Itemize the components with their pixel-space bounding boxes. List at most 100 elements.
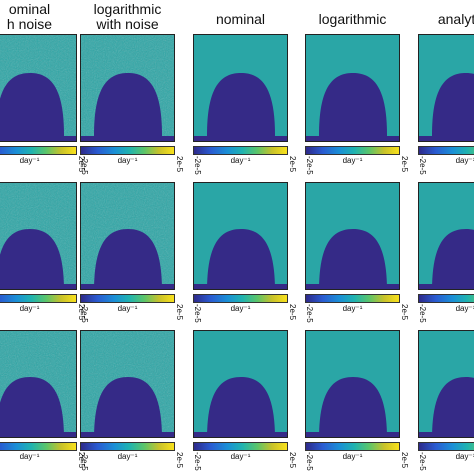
field-plot: [306, 331, 399, 437]
field-plot: [306, 183, 399, 289]
field-plot: [81, 35, 174, 141]
colorbar: [418, 146, 474, 155]
body-base: [81, 136, 174, 141]
body-base: [419, 284, 474, 289]
colorbar-high-label: 2e-5: [400, 452, 409, 469]
body-base: [0, 136, 76, 141]
field-plot: [0, 183, 76, 289]
field-plot: [419, 331, 474, 437]
colorbar: [418, 442, 474, 451]
field-panel: [305, 34, 400, 142]
field-plot: [0, 35, 76, 141]
field-panel: [305, 182, 400, 290]
body-shape: [207, 73, 275, 141]
body-base: [194, 136, 287, 141]
colorbar-high-label: 2e-5: [400, 156, 409, 173]
colorbar-unit-label: day⁻¹: [230, 452, 251, 461]
field-panel: [0, 34, 77, 142]
body-base: [194, 284, 287, 289]
field-panel: [80, 182, 175, 290]
field-plot: [306, 35, 399, 141]
body-shape: [207, 377, 275, 437]
colorbar: [0, 442, 77, 451]
colorbar-low-label: -2e-5: [305, 304, 314, 323]
colorbar-unit-label: day⁻¹: [342, 304, 363, 313]
colorbar-low-label: -2e-5: [80, 452, 89, 471]
colorbar: [80, 294, 175, 303]
colorbar-low-label: -2e-5: [80, 304, 89, 323]
colorbar-low-label: -2e-5: [305, 452, 314, 471]
body-shape: [94, 377, 162, 437]
colorbar-unit-label: day⁻¹: [19, 156, 40, 165]
field-plot: [419, 35, 474, 141]
colorbar-low-label: -2e-5: [418, 304, 427, 323]
colorbar-high-label: 2e-5: [400, 304, 409, 321]
field-panel: [305, 330, 400, 438]
colorbar-high-label: 2e-5: [288, 156, 297, 173]
field-plot: [81, 331, 174, 437]
body-shape: [432, 229, 474, 289]
colorbar-unit-label: day⁻¹: [230, 304, 251, 313]
field-panel: [193, 34, 288, 142]
field-panel: [418, 182, 474, 290]
colorbar: [193, 442, 288, 451]
body-shape: [319, 73, 387, 141]
column-title-line: nominal: [215, 11, 266, 27]
body-shape: [0, 377, 64, 437]
colorbar-unit-label: day⁻¹: [342, 156, 363, 165]
colorbar: [80, 442, 175, 451]
body-base: [0, 284, 76, 289]
colorbar-low-label: -2e-5: [193, 156, 202, 175]
body-base: [306, 136, 399, 141]
colorbar-low-label: -2e-5: [80, 156, 89, 175]
colorbar-high-label: 2e-5: [288, 452, 297, 469]
field-panel: [193, 330, 288, 438]
field-panel: [80, 330, 175, 438]
colorbar-low-label: -2e-5: [418, 156, 427, 175]
colorbar: [305, 442, 400, 451]
colorbar-unit-label: day⁻¹: [19, 452, 40, 461]
colorbar-unit-label: day⁻¹: [455, 156, 474, 165]
body-shape: [94, 229, 162, 289]
column-title-3: nominal: [183, 12, 298, 27]
field-plot: [419, 183, 474, 289]
body-shape: [207, 229, 275, 289]
column-title-1: ominal h noise: [0, 2, 87, 32]
colorbar-low-label: -2e-5: [193, 304, 202, 323]
colorbar-unit-label: day⁻¹: [455, 452, 474, 461]
field-panel: [418, 330, 474, 438]
field-plot: [194, 183, 287, 289]
colorbar: [193, 146, 288, 155]
colorbar-unit-label: day⁻¹: [455, 304, 474, 313]
body-shape: [0, 229, 64, 289]
colorbar: [418, 294, 474, 303]
body-base: [0, 432, 76, 437]
colorbar-high-label: 2e-5: [175, 304, 184, 321]
column-title-5: analytica: [408, 12, 474, 27]
field-panel: [0, 182, 77, 290]
body-shape: [432, 73, 474, 141]
field-plot: [81, 183, 174, 289]
colorbar-unit-label: day⁻¹: [117, 452, 138, 461]
body-shape: [319, 377, 387, 437]
colorbar-unit-label: day⁻¹: [19, 304, 40, 313]
colorbar: [0, 294, 77, 303]
body-base: [306, 284, 399, 289]
body-shape: [432, 377, 474, 437]
colorbar-unit-label: day⁻¹: [342, 452, 363, 461]
colorbar-low-label: -2e-5: [193, 452, 202, 471]
body-shape: [0, 73, 64, 141]
field-panel: [193, 182, 288, 290]
column-title-line: with noise: [96, 16, 159, 32]
body-shape: [319, 229, 387, 289]
colorbar: [80, 146, 175, 155]
body-base: [81, 284, 174, 289]
field-panel: [418, 34, 474, 142]
body-shape: [94, 73, 162, 141]
colorbar-high-label: 2e-5: [288, 304, 297, 321]
colorbar-high-label: 2e-5: [175, 452, 184, 469]
body-base: [194, 432, 287, 437]
colorbar-unit-label: day⁻¹: [117, 156, 138, 165]
colorbar-low-label: -2e-5: [418, 452, 427, 471]
